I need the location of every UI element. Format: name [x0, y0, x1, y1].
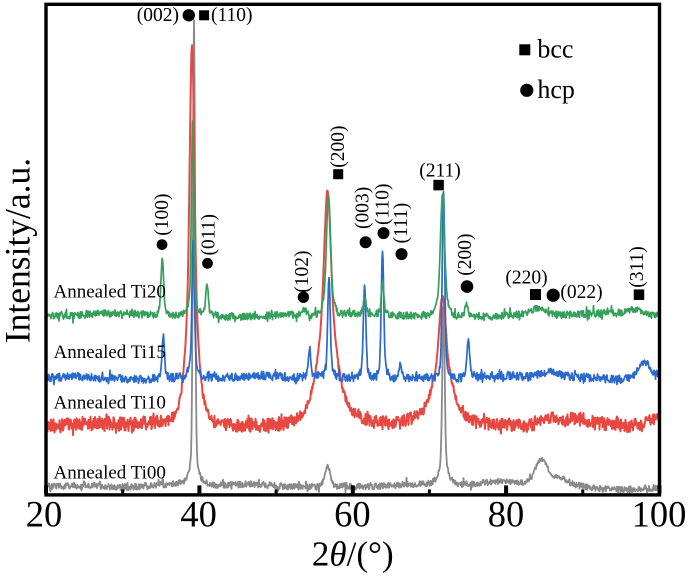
svg-text:bcc: bcc: [537, 34, 573, 63]
svg-text:(110): (110): [372, 183, 393, 225]
svg-text:(003): (003): [353, 187, 374, 229]
svg-text:(220): (220): [505, 267, 547, 288]
svg-text:Intensity/a.u.: Intensity/a.u.: [0, 158, 38, 343]
svg-text:(110): (110): [211, 5, 253, 26]
svg-text:(311): (311): [627, 246, 648, 288]
svg-text:20: 20: [26, 494, 63, 535]
svg-text:(211): (211): [419, 160, 461, 181]
svg-text:Annealed Ti15: Annealed Ti15: [54, 342, 166, 363]
svg-text:(011): (011): [199, 214, 220, 256]
svg-text:(102): (102): [292, 251, 313, 293]
svg-text:Annealed Ti20: Annealed Ti20: [54, 282, 166, 303]
svg-text:40: 40: [180, 494, 217, 535]
svg-text:hcp: hcp: [537, 75, 575, 104]
svg-text:(200): (200): [328, 126, 349, 168]
svg-text:(200): (200): [455, 233, 476, 275]
svg-text:(002): (002): [137, 5, 179, 26]
svg-text:60: 60: [334, 494, 371, 535]
svg-text:(111): (111): [391, 203, 412, 244]
svg-text:(022): (022): [560, 282, 602, 303]
svg-text:2θ/(°): 2θ/(°): [312, 535, 394, 574]
svg-text:Annealed Ti10: Annealed Ti10: [54, 393, 166, 414]
svg-text:(100): (100): [152, 193, 173, 235]
svg-text:100: 100: [632, 494, 687, 535]
svg-text:Annealed Ti00: Annealed Ti00: [54, 463, 166, 484]
svg-text:80: 80: [488, 494, 525, 535]
